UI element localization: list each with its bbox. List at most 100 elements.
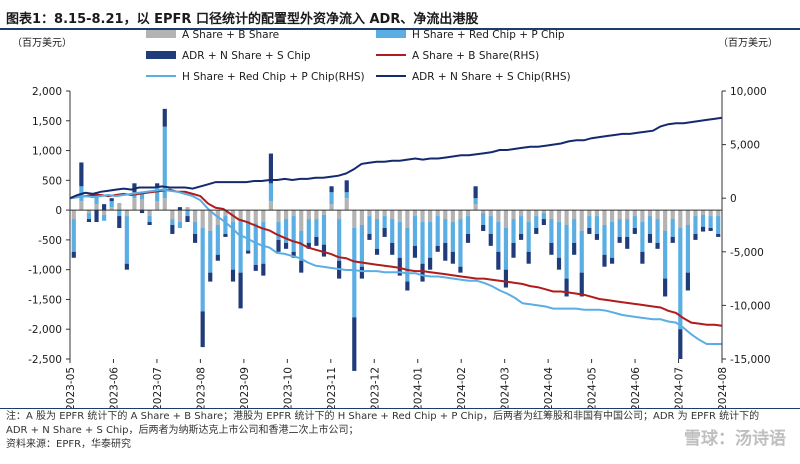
bar-adr [534,227,539,234]
legend-label: A Share + B Share [182,29,279,41]
right-tick-label: -5,000 [730,247,764,259]
bar-a-share [71,210,76,220]
bar-h-share [147,216,152,223]
bar-adr [321,244,327,257]
left-tick-label: -2,500 [28,354,62,366]
legend-swatch [146,51,176,59]
bar-adr [170,225,175,234]
bar-a-share [132,198,137,211]
right-tick-label: 0 [730,193,737,205]
bar-a-share [625,210,630,220]
bar-a-share [352,210,357,228]
bar-a-share [102,210,107,215]
bar-a-share [458,210,463,220]
bar-h-share [268,183,273,202]
bar-adr [185,216,190,223]
legend: A Share + B Share H Share + Red Chip + P … [146,29,571,83]
bar-h-share [458,219,463,267]
bar-a-share [511,210,516,220]
bar-a-share [587,210,592,217]
bar-a-share [382,210,387,217]
bar-a-share [708,210,713,217]
bar-h-share [511,219,516,243]
left-axis-unit: （百万美元） [12,38,72,49]
bar-adr [579,272,584,297]
left-tick-label: 1,000 [32,146,62,158]
bar-a-share [208,210,213,231]
bar-h-share [299,230,304,261]
bar-adr [670,236,675,243]
bar-adr [405,281,410,291]
bar-h-share [276,222,281,240]
right-tick-label: -10,000 [730,300,771,312]
bar-a-share [109,207,114,211]
bar-adr [208,272,213,282]
x-tick-label: 2023-11 [326,367,338,408]
bar-adr [435,245,440,252]
bar-a-share [405,210,410,228]
bar-adr [314,236,319,246]
bar-h-share [291,216,296,252]
legend-label: H Share + Red Chip + P Chip(RHS) [182,71,365,83]
bar-adr [503,269,509,288]
bar-adr [594,233,599,240]
bar-h-share [534,216,539,228]
bar-adr [640,251,645,264]
legend-swatch [376,30,406,38]
bar-adr [344,180,349,193]
notes-rule [0,408,800,409]
left-tick-label: -2,000 [28,324,62,336]
bar-a-share [473,204,478,211]
bar-a-share [276,210,281,223]
x-tick-label: 2024-08 [717,367,729,408]
bar-a-share [162,198,167,211]
title-rule [0,28,800,30]
bar-h-share [655,219,660,243]
line-h-share-rhs [69,188,722,345]
bar-h-share [109,201,114,208]
note-line-2: ADR + N Share + S Chip，后两者为纳斯达克上市公司和香港二次… [6,425,359,436]
bar-h-share [321,214,327,245]
bar-h-share [329,192,334,205]
bar-adr [268,153,273,184]
bar-a-share [609,210,615,223]
bar-adr [632,227,637,234]
bar-series [71,108,721,371]
x-tick-label: 2023-12 [369,367,381,408]
x-tick-label: 2024-04 [543,367,555,408]
bar-a-share [640,210,645,223]
bar-h-share [283,219,289,243]
x-tick-label: 2023-06 [108,367,120,408]
bar-h-share [526,222,531,252]
bar-a-share [435,210,440,217]
bar-h-share [94,192,99,205]
bar-a-share [450,210,455,223]
bar-adr [329,186,334,193]
bar-a-share [716,210,721,217]
bar-h-share [428,222,433,258]
legend-swatch [146,30,176,38]
bar-a-share [503,210,509,228]
bar-h-share [481,213,486,225]
bar-h-share [200,227,205,312]
flow-chart: A Share + B Share H Share + Red Chip + P … [28,29,771,408]
bar-a-share [617,210,622,220]
bar-h-share [177,222,183,228]
bar-adr [276,239,281,252]
bar-a-share [238,210,243,220]
bar-h-share [306,219,311,243]
bar-adr [481,225,486,231]
right-tick-label: 10,000 [730,86,767,98]
x-tick-label: 2024-05 [587,367,599,408]
bar-adr [700,226,706,232]
bar-adr [223,233,228,237]
bar-h-share [397,222,402,258]
bar-a-share [519,210,524,217]
bar-a-share [534,210,539,217]
bar-adr [496,251,501,270]
bar-a-share [86,210,92,214]
bar-adr [625,236,630,249]
legend-label: H Share + Red Chip + P Chip [412,29,565,41]
bar-adr [587,227,592,234]
bar-h-share [102,214,107,221]
